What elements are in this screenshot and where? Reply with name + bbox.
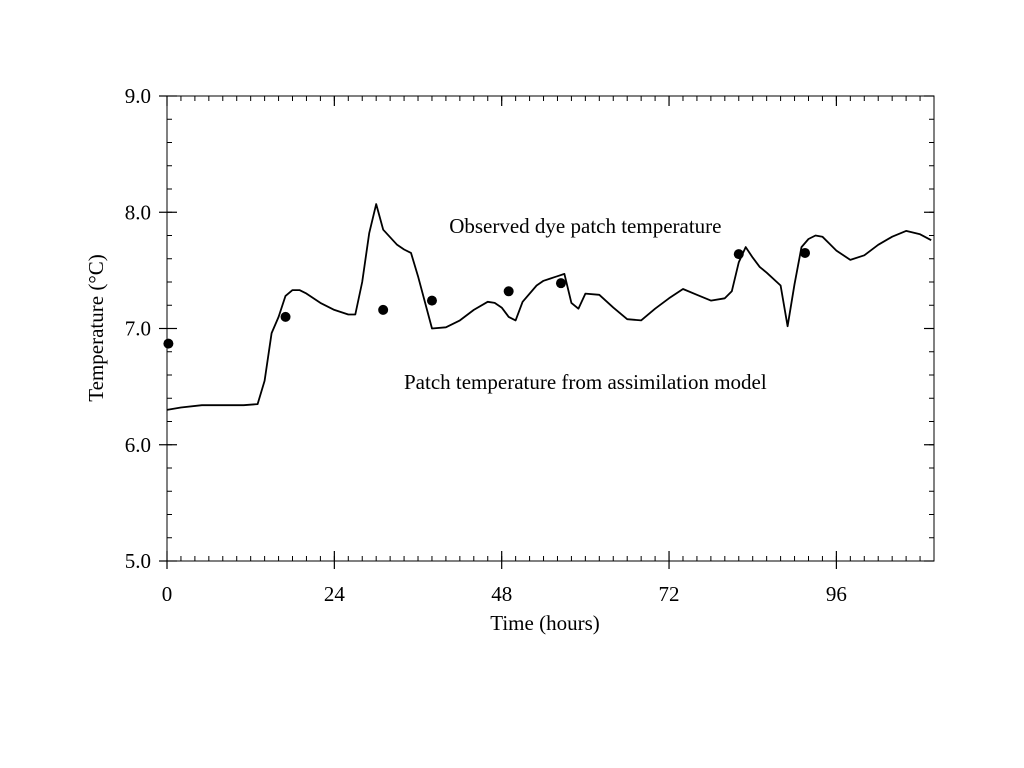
observed-point xyxy=(555,278,566,289)
annotation-layer: Observed dye patch temperature Patch temp… xyxy=(404,214,767,394)
observed-point xyxy=(733,249,744,260)
axis-tick-labels: 0 24 48 72 96 5.0 6.0 7.0 8.0 9.0 xyxy=(125,84,847,606)
y-tick-label: 9.0 xyxy=(125,84,151,108)
observed-point xyxy=(503,286,514,297)
observed-point xyxy=(280,311,291,322)
y-tick-label: 5.0 xyxy=(125,549,151,573)
observed-point xyxy=(163,338,174,349)
y-axis-label: Temperature (°C) xyxy=(84,254,108,401)
y-tick-label: 8.0 xyxy=(125,200,151,224)
y-tick-label: 7.0 xyxy=(125,317,151,341)
annotation-label: Patch temperature from assimilation mode… xyxy=(404,370,767,394)
annotation-label: Observed dye patch temperature xyxy=(449,214,721,238)
series-layer xyxy=(163,203,932,411)
x-tick-label: 96 xyxy=(826,582,847,606)
x-tick-label: 48 xyxy=(491,582,512,606)
axis-ticks xyxy=(159,95,935,569)
observed-point xyxy=(800,247,811,258)
x-axis-label: Time (hours) xyxy=(490,611,599,635)
x-tick-label: 24 xyxy=(324,582,346,606)
y-tick-label: 6.0 xyxy=(125,433,151,457)
observed-point xyxy=(378,304,389,315)
plot-frame xyxy=(166,95,935,562)
model-temperature-line xyxy=(166,203,932,411)
observed-point xyxy=(426,295,437,306)
x-tick-label: 72 xyxy=(659,582,680,606)
x-tick-label: 0 xyxy=(162,582,173,606)
